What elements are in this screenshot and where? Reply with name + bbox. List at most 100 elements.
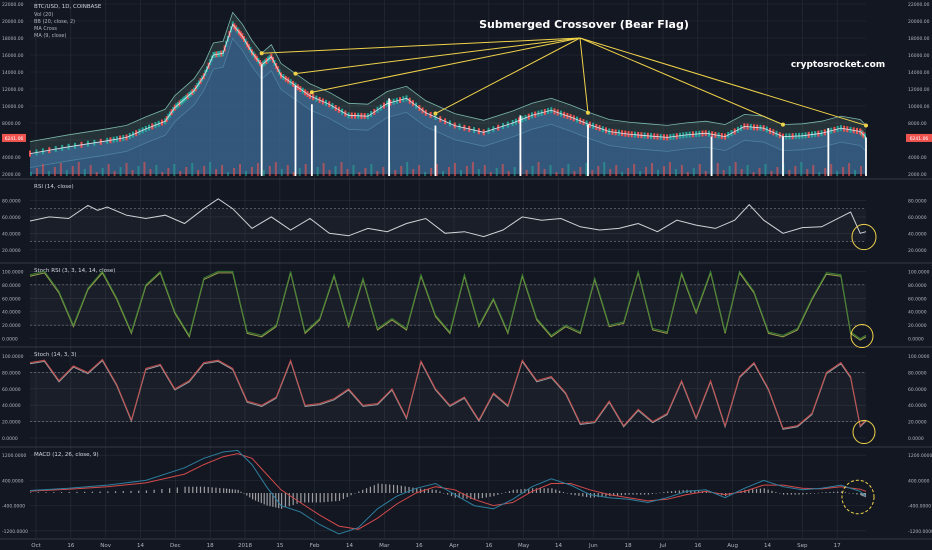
- macd-hist-bar: [860, 493, 862, 496]
- x-tick-label: 14: [346, 543, 353, 549]
- macd-hist-bar: [636, 493, 638, 495]
- macd-hist-bar: [107, 491, 109, 493]
- macd-hist-bar: [275, 493, 277, 508]
- stoch-k-line: [29, 358, 867, 429]
- x-tick-label: 15: [276, 543, 283, 549]
- macd-hist-bar: [30, 492, 32, 493]
- macd-hist-bar: [790, 493, 792, 495]
- annotation-arrows: Submerged Crossover (Bear Flag) cryptosro…: [259, 18, 885, 128]
- volume-bar: [555, 172, 558, 176]
- y-tick-label-right: 60.0000: [908, 387, 927, 393]
- y-tick-label-right: 4000.00: [908, 155, 927, 161]
- volume-bar: [89, 165, 92, 176]
- annotation-arrow: [261, 37, 581, 54]
- y-tick-label-right: 80.0000: [908, 283, 927, 289]
- volume-bar: [758, 168, 761, 176]
- y-tick-label-right: 12000.00: [908, 87, 930, 93]
- arrow-head: [780, 122, 785, 127]
- y-tick-label-left: 8000.00: [2, 121, 21, 127]
- volume-bar: [585, 163, 588, 176]
- volume-bar: [836, 171, 839, 176]
- macd-hist-bar: [327, 493, 329, 502]
- volume-bar: [448, 167, 450, 176]
- volume-bar: [41, 164, 44, 176]
- volume-bar: [824, 168, 827, 176]
- watermark: cryptosrocket.com: [791, 60, 885, 70]
- macd-hist-bar: [211, 487, 213, 493]
- volume-bar: [579, 167, 582, 176]
- annotation-arrow: [579, 37, 867, 126]
- macd-hist-bar: [589, 493, 592, 498]
- volume-bar: [573, 171, 576, 176]
- volume-bar: [537, 162, 540, 176]
- macd-hist-bar: [694, 490, 696, 493]
- macd-hist-bar: [837, 491, 839, 493]
- macd-hist-bar: [528, 488, 530, 493]
- volume-bar: [239, 164, 241, 176]
- macd-hist-bar: [566, 493, 568, 494]
- volume-bar: [185, 167, 188, 176]
- macd-hist-bar: [342, 493, 344, 499]
- price-badge-right: [906, 133, 932, 142]
- macd-hist-bar: [767, 489, 769, 493]
- volume-bar: [274, 162, 277, 176]
- macd-hist-bar: [161, 488, 163, 493]
- macd-hist-bar: [252, 493, 254, 500]
- x-tick-label: Feb: [310, 543, 320, 549]
- y-tick-label-left: 2000.00: [2, 172, 21, 178]
- volume-bar: [364, 168, 367, 176]
- macd-hist-bar: [300, 493, 302, 503]
- macd-hist-bar: [396, 485, 399, 493]
- macd-hist-bar: [477, 493, 480, 499]
- y-tick-label-left: 60.0000: [2, 296, 21, 302]
- macd-hist-bar: [249, 493, 251, 498]
- volume-bar: [830, 164, 833, 176]
- rsi-line: [29, 198, 867, 238]
- y-tick-label-left: 400.0000: [2, 478, 24, 484]
- macd-hist-bar: [45, 492, 47, 493]
- macd-hist-bar: [640, 493, 642, 495]
- y-tick-label-left: 0.0000: [2, 436, 18, 442]
- macd-hist-bar: [497, 493, 499, 495]
- macd-hist-bar: [508, 491, 511, 493]
- volume-bar: [334, 166, 337, 176]
- volume-bar: [65, 170, 68, 176]
- volume-bar: [77, 162, 80, 176]
- y-tick-label-right: -1200.0000: [908, 529, 932, 535]
- macd-hist-bar: [786, 493, 789, 495]
- y-tick-label-right: 20.0000: [908, 420, 927, 426]
- volume-bar: [483, 165, 486, 176]
- volume-bar: [680, 165, 683, 176]
- y-tick-label-right: 20.0000: [908, 248, 927, 254]
- macd-hist-bar: [427, 489, 429, 493]
- macd-hist-bar: [443, 493, 445, 494]
- x-tick-label: Jun: [588, 543, 598, 549]
- macd-hist-bar: [53, 492, 55, 493]
- macd-hist-bar: [257, 493, 260, 502]
- volume-bar: [645, 167, 648, 176]
- volume-bar: [35, 168, 38, 176]
- macd-hist-bar: [651, 493, 653, 494]
- x-tick-label: Aug: [727, 543, 738, 549]
- y-tick-label-left: 0.0000: [2, 337, 18, 343]
- price-badge-right-text: 6241.06: [910, 136, 929, 142]
- macd-hist-bar: [516, 489, 518, 493]
- y-tick-label-left: 4000.00: [2, 155, 21, 161]
- panel-title: BTC/USD, 1D, COINBASE: [34, 4, 102, 10]
- arrow-head: [585, 110, 590, 115]
- macd-hist-bar: [856, 493, 858, 495]
- macd-hist-bar: [138, 490, 140, 493]
- macd-hist-bar: [176, 487, 178, 493]
- macd-hist-bar: [60, 492, 63, 493]
- volume-bar: [627, 168, 630, 176]
- volume-bar: [657, 170, 659, 176]
- macd-hist-bar: [231, 489, 233, 493]
- macd-hist-bar: [400, 485, 402, 493]
- volume-bar: [621, 172, 624, 176]
- volume-bar: [107, 164, 110, 176]
- y-tick-label-left: 20.0000: [2, 323, 21, 329]
- y-tick-label-left: 80.0000: [2, 198, 21, 204]
- macd-hist-bar: [240, 491, 242, 493]
- x-tick-label: Jul: [659, 543, 667, 549]
